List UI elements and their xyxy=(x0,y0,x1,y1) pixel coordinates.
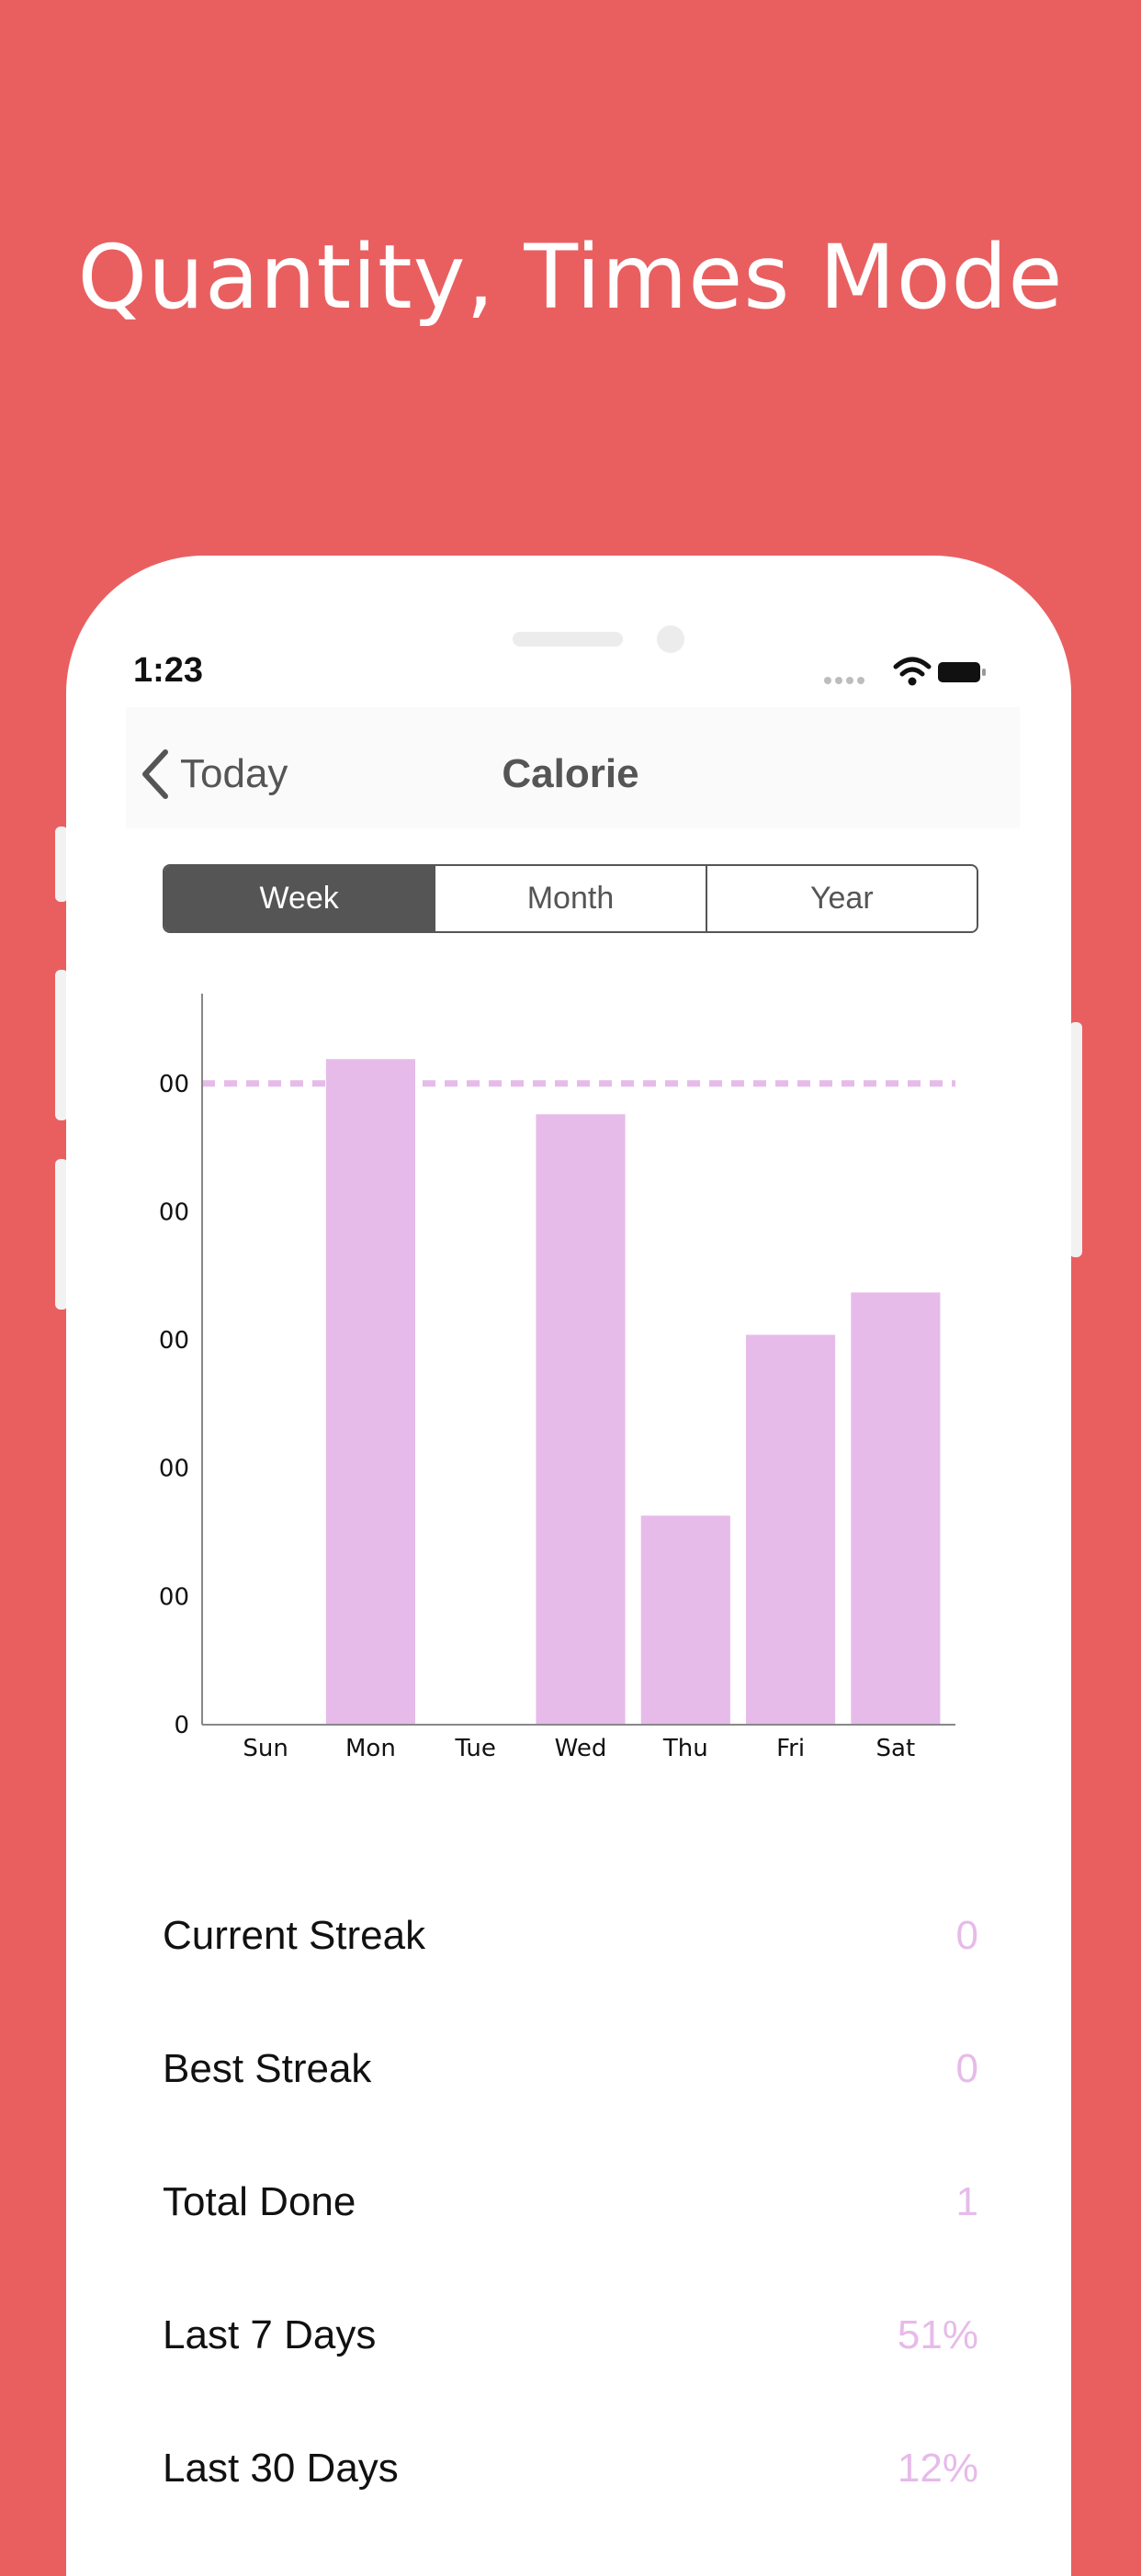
bar-wed xyxy=(536,1114,626,1725)
x-tick-label: Tue xyxy=(455,1735,496,1762)
segment-year[interactable]: Year xyxy=(705,866,977,931)
stat-value: 51% xyxy=(897,2312,978,2357)
phone-volume-down-button xyxy=(55,1159,68,1310)
headline: Quantity, Times Mode xyxy=(77,226,1064,329)
y-tick-label: 00 xyxy=(159,1583,189,1611)
stat-label: Current Streak xyxy=(163,1913,426,1958)
back-button[interactable]: Today xyxy=(140,742,314,806)
y-tick-label: 0 xyxy=(174,1712,189,1739)
bar-mon xyxy=(325,1059,415,1725)
status-icons xyxy=(820,654,986,691)
chevron-left-icon xyxy=(142,749,168,799)
speaker-grille xyxy=(513,632,623,647)
stat-value: 0 xyxy=(955,2046,978,2091)
stat-row-best-streak: Best Streak 0 xyxy=(163,2032,978,2106)
segment-week[interactable]: Week xyxy=(164,866,435,931)
x-tick-label: Fri xyxy=(776,1735,805,1762)
wifi-icon xyxy=(893,657,932,686)
stat-value: 1 xyxy=(955,2179,978,2224)
stat-row-last-7-days: Last 7 Days 51% xyxy=(163,2299,978,2372)
y-tick-label: 00 xyxy=(159,1071,189,1098)
x-tick-label: Sat xyxy=(876,1735,916,1762)
stat-label: Total Done xyxy=(163,2179,356,2224)
x-tick-label: Thu xyxy=(662,1735,708,1762)
y-tick-label: 00 xyxy=(159,1456,189,1483)
phone-side-button xyxy=(55,827,68,902)
bar-fri xyxy=(746,1334,836,1725)
stat-row-current-streak: Current Streak 0 xyxy=(163,1899,978,1973)
status-time: 1:23 xyxy=(133,651,204,690)
front-camera xyxy=(657,625,684,653)
stat-row-last-30-days: Last 30 Days 12% xyxy=(163,2432,978,2505)
stat-label: Last 30 Days xyxy=(163,2446,399,2491)
back-button-label: Today xyxy=(180,751,288,796)
x-tick-label: Mon xyxy=(345,1735,396,1762)
stat-value: 0 xyxy=(955,1913,978,1958)
bar-sat xyxy=(851,1292,941,1725)
x-tick-label: Sun xyxy=(243,1735,288,1762)
signal-dots-icon xyxy=(824,677,864,684)
bar-thu xyxy=(640,1515,730,1725)
period-segmented-control: Week Month Year xyxy=(163,864,978,933)
segment-month[interactable]: Month xyxy=(434,866,705,931)
phone-power-button xyxy=(1069,1022,1082,1257)
stat-label: Best Streak xyxy=(163,2046,372,2091)
battery-icon xyxy=(938,662,986,682)
stat-row-total-done: Total Done 1 xyxy=(163,2165,978,2239)
stat-value: 12% xyxy=(897,2446,978,2491)
navigation-bar xyxy=(126,707,1020,828)
y-tick-label: 00 xyxy=(159,1327,189,1355)
phone-volume-up-button xyxy=(55,970,68,1120)
x-tick-label: Wed xyxy=(555,1735,607,1762)
stat-label: Last 7 Days xyxy=(163,2312,377,2357)
y-tick-label: 00 xyxy=(159,1198,189,1226)
page-title: Calorie xyxy=(502,751,639,796)
